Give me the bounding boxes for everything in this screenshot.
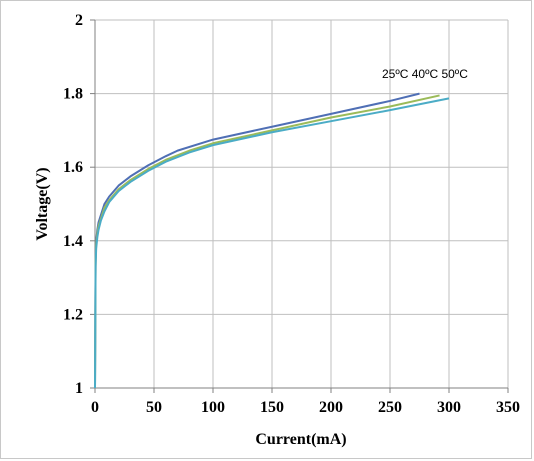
grid xyxy=(95,19,509,388)
x-tick-label-1: 50 xyxy=(146,399,162,416)
x-tick-label-3: 150 xyxy=(260,399,284,416)
x-tick-label-2: 100 xyxy=(201,399,225,416)
y-tick-label-2: 1.4 xyxy=(63,233,83,250)
x-tick-labels: 0 50 100 150 200 250 300 350 xyxy=(91,399,520,416)
temperature-annotation: 25ºC 40ºC 50ºC xyxy=(382,67,468,81)
y-tick-label-3: 1.6 xyxy=(63,159,83,176)
y-tick-label-0: 1 xyxy=(75,380,83,397)
plot-area xyxy=(95,20,508,388)
y-tick-label-4: 1.8 xyxy=(63,86,83,103)
x-tick-label-6: 300 xyxy=(437,399,461,416)
y-axis-title: Voltage(V) xyxy=(34,167,51,240)
y-tick-labels: 1 1.2 1.4 1.6 1.8 2 xyxy=(63,12,83,397)
y-tick-label-1: 1.2 xyxy=(63,306,83,323)
x-tick-label-4: 200 xyxy=(319,399,343,416)
series-lines xyxy=(94,92,450,389)
x-tick-label-0: 0 xyxy=(91,399,99,416)
x-axis-title: Current(mA) xyxy=(255,431,346,448)
x-tick-label-7: 350 xyxy=(496,399,520,416)
x-tick-label-5: 250 xyxy=(378,399,402,416)
y-tick-label-5: 2 xyxy=(75,12,83,29)
series-line-2 xyxy=(94,97,450,389)
